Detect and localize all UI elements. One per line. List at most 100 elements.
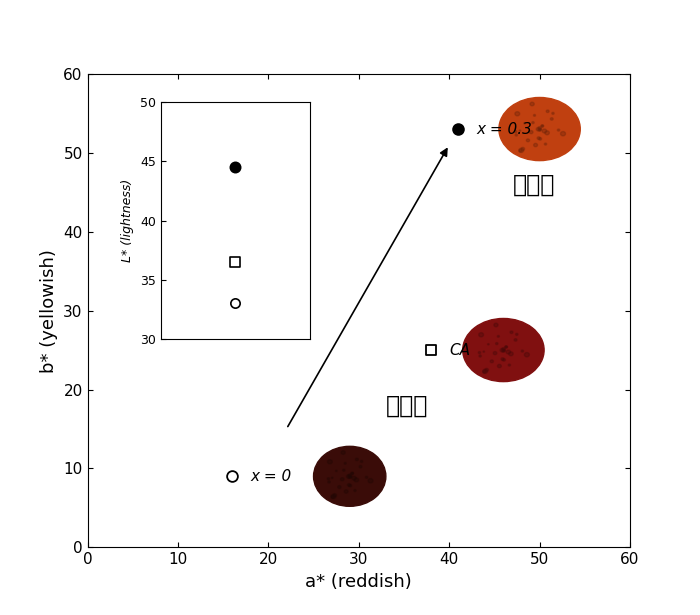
Ellipse shape — [519, 149, 522, 152]
Ellipse shape — [501, 358, 504, 360]
Ellipse shape — [344, 462, 346, 464]
Ellipse shape — [519, 148, 524, 153]
Ellipse shape — [494, 323, 498, 327]
Ellipse shape — [499, 97, 580, 161]
Ellipse shape — [359, 466, 362, 468]
Ellipse shape — [522, 350, 524, 352]
Ellipse shape — [542, 129, 547, 133]
Ellipse shape — [545, 143, 547, 145]
Ellipse shape — [328, 460, 332, 464]
Ellipse shape — [346, 475, 351, 478]
Text: 本研究: 本研究 — [512, 172, 555, 196]
Ellipse shape — [541, 125, 543, 127]
Ellipse shape — [327, 478, 330, 480]
Ellipse shape — [524, 352, 529, 357]
Ellipse shape — [479, 355, 482, 357]
Ellipse shape — [333, 494, 337, 497]
Ellipse shape — [497, 335, 499, 337]
Ellipse shape — [541, 125, 544, 127]
Ellipse shape — [515, 112, 519, 116]
Ellipse shape — [503, 350, 505, 352]
Ellipse shape — [482, 369, 487, 373]
Ellipse shape — [515, 134, 517, 136]
Ellipse shape — [538, 127, 541, 130]
Ellipse shape — [341, 451, 345, 454]
Ellipse shape — [533, 143, 538, 147]
Ellipse shape — [521, 148, 524, 151]
Point — [426, 345, 437, 355]
Ellipse shape — [557, 129, 560, 131]
Ellipse shape — [331, 496, 334, 498]
Ellipse shape — [538, 128, 542, 131]
Ellipse shape — [516, 333, 518, 335]
Ellipse shape — [529, 130, 533, 133]
Ellipse shape — [365, 476, 368, 478]
Ellipse shape — [351, 472, 354, 474]
X-axis label: a* (reddish): a* (reddish) — [305, 573, 412, 591]
Point — [227, 471, 238, 481]
Ellipse shape — [483, 351, 484, 352]
Ellipse shape — [514, 339, 517, 341]
Ellipse shape — [494, 352, 497, 355]
Ellipse shape — [331, 494, 336, 499]
Ellipse shape — [354, 478, 358, 482]
Ellipse shape — [349, 476, 351, 478]
Ellipse shape — [354, 490, 356, 491]
Ellipse shape — [539, 138, 542, 140]
Ellipse shape — [314, 446, 386, 506]
Text: x = 0: x = 0 — [251, 469, 291, 484]
Point — [453, 124, 464, 134]
Ellipse shape — [498, 364, 501, 368]
Ellipse shape — [343, 469, 345, 471]
Ellipse shape — [536, 127, 540, 131]
Ellipse shape — [352, 476, 356, 480]
Ellipse shape — [351, 472, 354, 475]
Ellipse shape — [502, 349, 505, 352]
Ellipse shape — [490, 360, 493, 363]
Text: 市販品: 市販品 — [386, 393, 428, 418]
Ellipse shape — [526, 139, 530, 141]
Ellipse shape — [545, 131, 550, 135]
Ellipse shape — [348, 475, 351, 478]
Ellipse shape — [532, 122, 534, 124]
Ellipse shape — [546, 110, 549, 113]
Ellipse shape — [510, 331, 513, 333]
Ellipse shape — [478, 352, 481, 354]
Ellipse shape — [505, 346, 508, 348]
Ellipse shape — [533, 114, 536, 116]
Ellipse shape — [505, 346, 508, 347]
Y-axis label: b* (yellowish): b* (yellowish) — [40, 248, 57, 373]
Ellipse shape — [332, 477, 333, 478]
Ellipse shape — [356, 458, 358, 461]
Ellipse shape — [509, 352, 513, 355]
Ellipse shape — [328, 481, 330, 483]
Ellipse shape — [500, 349, 504, 352]
Ellipse shape — [530, 102, 534, 106]
Ellipse shape — [347, 483, 351, 486]
Ellipse shape — [344, 490, 348, 493]
Ellipse shape — [561, 132, 566, 136]
Ellipse shape — [524, 122, 525, 124]
Ellipse shape — [483, 371, 486, 373]
Ellipse shape — [514, 130, 517, 133]
Ellipse shape — [360, 461, 363, 462]
Text: CA: CA — [449, 343, 470, 357]
Ellipse shape — [496, 343, 498, 344]
Ellipse shape — [485, 368, 489, 371]
Ellipse shape — [349, 485, 351, 487]
Ellipse shape — [519, 130, 521, 131]
Ellipse shape — [348, 474, 351, 477]
Ellipse shape — [340, 478, 344, 481]
Ellipse shape — [552, 113, 554, 114]
Ellipse shape — [368, 478, 373, 483]
Ellipse shape — [503, 359, 505, 361]
Ellipse shape — [539, 129, 541, 130]
Ellipse shape — [506, 350, 510, 354]
Ellipse shape — [463, 319, 544, 381]
Ellipse shape — [537, 137, 540, 140]
Ellipse shape — [335, 470, 337, 472]
Ellipse shape — [479, 333, 484, 337]
Ellipse shape — [502, 347, 505, 351]
Ellipse shape — [338, 486, 341, 488]
Ellipse shape — [550, 117, 553, 120]
